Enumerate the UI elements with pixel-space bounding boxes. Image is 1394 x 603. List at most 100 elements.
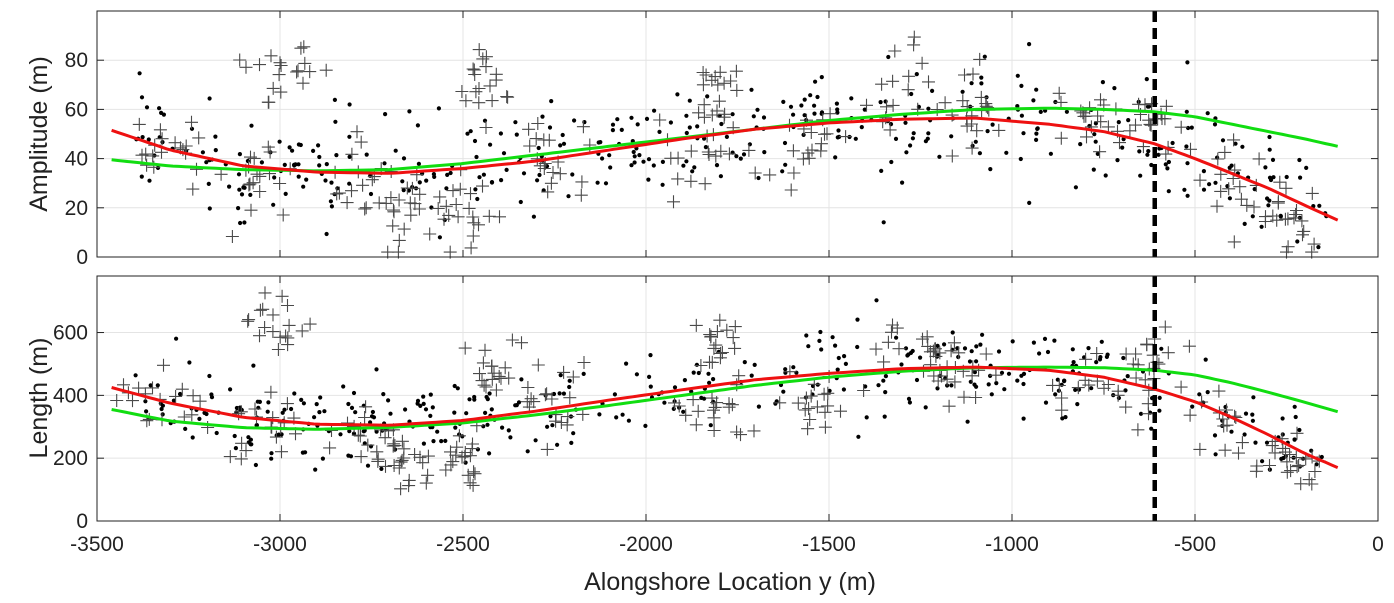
data-point-dot	[906, 396, 912, 401]
data-point-dot	[930, 88, 935, 93]
data-point-dot	[835, 367, 840, 372]
data-point-dot	[303, 450, 308, 455]
data-point-dot	[347, 134, 352, 139]
data-point-dot	[1280, 432, 1285, 437]
data-point-plus	[168, 136, 182, 150]
data-point-dot	[207, 373, 212, 379]
data-point-dot	[882, 414, 887, 419]
data-point-dot	[501, 151, 507, 156]
data-point-dot	[139, 174, 144, 179]
data-point-plus	[258, 286, 272, 300]
data-point-dot	[883, 390, 888, 395]
data-point-dot	[935, 343, 940, 348]
data-point-plus	[901, 83, 915, 97]
data-point-plus	[281, 299, 294, 312]
data-point-plus	[922, 75, 935, 89]
data-point-plus	[515, 336, 528, 350]
data-point-dot	[1203, 357, 1208, 362]
data-point-dot	[338, 432, 343, 437]
data-point-plus	[319, 63, 333, 77]
data-point-dot	[143, 399, 148, 404]
data-point-dot	[1278, 214, 1283, 219]
data-point-plus	[350, 125, 364, 139]
data-point-plus	[400, 181, 414, 195]
data-point-dot	[598, 140, 603, 145]
data-point-plus	[281, 338, 295, 352]
data-point-plus	[273, 177, 287, 190]
data-point-dot	[1207, 182, 1212, 187]
data-point-plus	[1227, 133, 1241, 147]
data-point-dot	[706, 371, 711, 376]
data-point-dot	[237, 187, 242, 192]
data-point-dot	[1103, 173, 1108, 178]
data-point-dot	[910, 136, 916, 141]
data-point-dot	[424, 178, 429, 183]
data-point-dot	[227, 184, 232, 189]
data-point-dot	[1292, 404, 1297, 409]
data-point-plus	[266, 308, 280, 322]
y-tick-label: 0	[76, 510, 88, 533]
y-tick-label: 200	[53, 447, 88, 470]
data-point-dot	[1317, 203, 1322, 208]
data-point-plus	[392, 461, 406, 475]
y-tick-label: 0	[76, 246, 88, 269]
data-point-dot	[815, 94, 820, 100]
data-point-dot	[467, 397, 472, 402]
data-point-dot	[572, 118, 577, 123]
data-point-plus	[266, 81, 280, 95]
data-point-dot	[1099, 339, 1104, 344]
data-point-dot	[692, 165, 697, 170]
data-point-plus	[1289, 451, 1303, 464]
data-point-plus	[860, 98, 873, 112]
data-point-dot	[684, 113, 689, 118]
data-point-plus	[402, 479, 416, 493]
data-point-dot	[280, 410, 285, 415]
data-point-plus	[345, 184, 358, 198]
data-point-plus	[466, 478, 480, 492]
data-point-plus	[720, 323, 734, 337]
data-point-dot	[364, 152, 369, 157]
data-point-dot	[610, 128, 616, 133]
data-point-plus	[1214, 184, 1228, 198]
data-point-plus	[576, 120, 590, 134]
data-point-plus	[1247, 200, 1261, 214]
data-point-dot	[1319, 454, 1324, 460]
x-tick-label: -3500	[70, 533, 124, 556]
data-point-plus	[703, 328, 717, 341]
data-point-dot	[349, 405, 355, 410]
data-point-plus	[258, 321, 272, 334]
data-point-dot	[477, 175, 482, 180]
data-point-plus	[416, 456, 430, 470]
data-point-dot	[318, 395, 323, 400]
data-point-dot	[187, 360, 192, 365]
data-point-dot	[311, 148, 316, 153]
data-point-dot	[183, 426, 188, 431]
data-point-dot	[544, 164, 550, 169]
data-point-dot	[889, 159, 894, 165]
data-point-plus	[478, 343, 492, 357]
data-point-plus	[243, 177, 257, 191]
data-point-dot	[1031, 340, 1036, 345]
data-point-plus	[431, 202, 445, 215]
data-point-plus	[1240, 198, 1254, 212]
data-point-dot	[437, 235, 442, 240]
data-point-dot	[1086, 346, 1091, 351]
data-point-plus	[546, 166, 560, 179]
data-point-plus	[423, 227, 437, 241]
data-point-dot	[1027, 42, 1032, 47]
data-point-dot	[657, 129, 662, 134]
data-point-plus	[365, 173, 379, 187]
data-point-dot	[836, 128, 841, 133]
data-point-plus	[1235, 436, 1249, 450]
data-point-dot	[749, 373, 754, 378]
data-point-dot	[202, 410, 207, 415]
data-point-plus	[540, 442, 554, 456]
data-point-plus	[818, 405, 832, 419]
y-tick-label: 400	[53, 384, 88, 407]
data-point-plus	[707, 341, 721, 355]
data-point-plus	[947, 336, 961, 350]
data-point-plus	[232, 407, 246, 421]
data-point-plus	[225, 230, 239, 243]
data-point-dot	[742, 360, 747, 365]
data-point-plus	[1143, 117, 1157, 131]
